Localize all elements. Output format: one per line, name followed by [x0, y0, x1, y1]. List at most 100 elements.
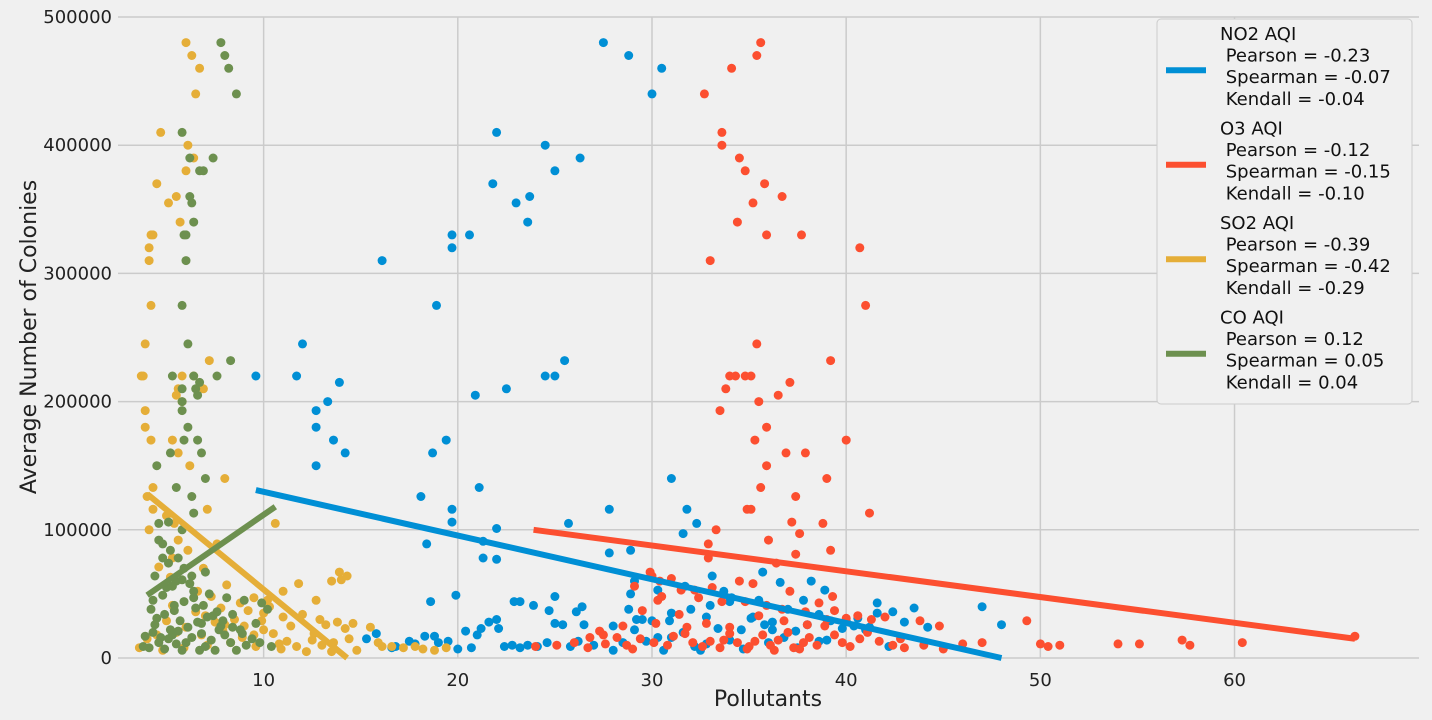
legend-text-co: CO AQI [1220, 308, 1284, 329]
point-o3 [762, 230, 772, 240]
point-so2 [249, 593, 259, 603]
point-no2 [488, 179, 498, 189]
point-co [181, 230, 191, 240]
point-so2 [181, 38, 191, 48]
point-co [183, 339, 193, 349]
point-no2 [758, 567, 768, 577]
point-no2 [474, 483, 484, 492]
point-no2 [604, 504, 614, 514]
point-co [255, 638, 265, 648]
point-co [206, 635, 216, 645]
point-no2 [624, 51, 634, 60]
point-o3 [802, 620, 812, 630]
point-o3 [773, 635, 783, 645]
point-co [179, 597, 189, 607]
point-o3 [732, 217, 742, 227]
point-co [220, 51, 230, 60]
point-co [177, 645, 187, 655]
point-no2 [540, 140, 550, 150]
point-no2 [767, 617, 777, 627]
legend-box [1156, 18, 1413, 405]
point-o3 [754, 611, 764, 621]
point-co [187, 571, 197, 581]
point-no2 [478, 553, 488, 563]
point-so2 [344, 634, 354, 644]
point-o3 [727, 63, 737, 73]
legend-text-o3: O3 AQI [1220, 119, 1283, 140]
point-no2 [492, 615, 502, 624]
point-co [164, 634, 173, 644]
point-co [189, 593, 199, 603]
point-no2 [422, 539, 432, 549]
point-no2 [872, 598, 882, 608]
point-o3 [744, 642, 754, 651]
point-so2 [430, 645, 439, 655]
y-tick-label: 400000 [43, 135, 112, 156]
point-o3 [618, 621, 628, 631]
point-o3 [977, 638, 987, 648]
point-o3 [705, 256, 715, 266]
point-so2 [138, 371, 148, 381]
point-so2 [332, 617, 342, 627]
point-o3 [783, 627, 793, 637]
point-co [200, 474, 210, 483]
point-co [189, 217, 199, 227]
point-co [224, 63, 234, 73]
point-co [165, 448, 175, 458]
point-so2 [140, 406, 150, 416]
point-so2 [187, 51, 197, 60]
point-o3 [734, 153, 744, 163]
point-no2 [461, 626, 471, 636]
point-no2 [624, 604, 634, 614]
point-co [216, 38, 226, 48]
point-so2 [183, 545, 193, 555]
point-no2 [523, 640, 533, 650]
point-no2 [626, 589, 636, 599]
point-no2 [511, 198, 521, 208]
legend-text-so2: Pearson = -0.39 [1220, 235, 1370, 256]
point-o3 [777, 192, 787, 201]
point-co [237, 629, 247, 639]
point-co [251, 618, 261, 628]
point-no2 [550, 618, 560, 628]
point-co [167, 371, 177, 381]
point-o3 [814, 598, 824, 608]
point-so2 [204, 356, 214, 366]
point-o3 [758, 630, 768, 640]
point-co [228, 622, 238, 632]
point-o3 [779, 616, 789, 626]
point-co [152, 461, 162, 471]
point-no2 [492, 524, 502, 533]
point-so2 [185, 461, 195, 471]
point-o3 [653, 595, 663, 605]
point-o3 [754, 397, 764, 407]
point-so2 [171, 390, 181, 400]
point-no2 [311, 406, 321, 416]
point-o3 [797, 230, 806, 240]
point-o3 [705, 636, 715, 646]
point-no2 [608, 621, 618, 631]
point-co [177, 300, 187, 310]
point-o3 [845, 642, 855, 651]
point-no2 [515, 643, 525, 653]
point-o3 [865, 508, 874, 518]
point-so2 [327, 576, 337, 586]
point-o3 [830, 606, 839, 616]
point-o3 [717, 597, 727, 607]
point-so2 [418, 644, 428, 654]
point-so2 [274, 639, 284, 649]
point-co [171, 483, 181, 492]
legend-text-no2: NO2 AQI [1220, 24, 1296, 45]
point-no2 [311, 461, 321, 471]
point-no2 [707, 571, 717, 581]
point-o3 [698, 642, 707, 651]
point-so2 [152, 179, 162, 189]
point-co [177, 575, 187, 585]
point-no2 [705, 600, 715, 610]
point-o3 [1055, 640, 1065, 650]
point-so2 [268, 629, 278, 639]
point-o3 [800, 448, 810, 458]
point-co [177, 406, 187, 416]
point-o3 [699, 89, 709, 99]
point-o3 [1237, 638, 1247, 648]
